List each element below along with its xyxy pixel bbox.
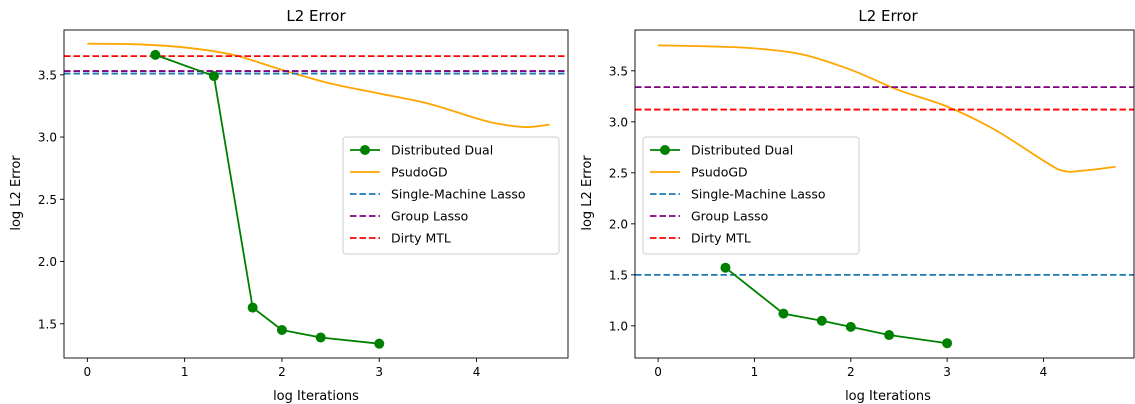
data-point	[150, 49, 161, 60]
chart-left: L2 Error log Iterations log L2 Error 0 1 2…	[9, 7, 569, 404]
series-line-psudogd	[658, 44, 1116, 173]
data-point	[208, 71, 219, 82]
legend-marker	[360, 145, 370, 155]
series-line-distributed-dual	[155, 54, 380, 345]
y-tick-label: 3.0	[609, 115, 628, 129]
x-tick-label: 2	[278, 365, 286, 379]
y-tick-label: 2.0	[38, 255, 57, 269]
x-tick-label: 4	[473, 365, 481, 379]
y-tick-label: 2.0	[609, 217, 628, 231]
plot-frame	[63, 29, 569, 359]
y-tick-label: 1.5	[38, 317, 57, 331]
x-tick-label: 2	[847, 365, 855, 379]
legend: Distributed Dual PsudoGD Single-Machine La…	[642, 136, 860, 255]
x-axis-label: log Iterations	[273, 389, 359, 404]
plot-area	[64, 42, 568, 349]
plot-area	[635, 44, 1134, 349]
y-axis-label: log L2 Error	[9, 155, 24, 231]
y-tick-label: 3.5	[609, 64, 628, 78]
chart-title: L2 Error	[286, 7, 346, 25]
legend-label: Distributed Dual	[391, 143, 493, 158]
plot-frame	[634, 29, 1135, 359]
legend-label: PsudoGD	[391, 165, 448, 180]
legend-box	[642, 136, 860, 255]
legend-label: Single-Machine Lasso	[691, 187, 826, 202]
legend-box	[342, 136, 560, 255]
y-tick-label: 1.5	[609, 268, 628, 282]
series-line-psudogd	[87, 42, 550, 128]
y-tick-label: 2.5	[38, 193, 57, 207]
data-point	[845, 321, 856, 332]
legend-marker	[660, 145, 670, 155]
legend-label: Dirty MTL	[691, 231, 751, 246]
series-line-distributed-dual	[724, 267, 948, 345]
data-point	[778, 308, 789, 319]
x-tick-label: 4	[1040, 365, 1048, 379]
y-axis-label: log L2 Error	[580, 155, 595, 231]
x-tick-label: 0	[654, 365, 662, 379]
data-point	[884, 330, 895, 341]
data-point	[315, 332, 326, 343]
y-tick-label: 3.0	[38, 131, 57, 145]
x-tick-label: 3	[375, 365, 383, 379]
x-tick-label: 1	[751, 365, 759, 379]
legend: Distributed Dual PsudoGD Single-Machine La…	[342, 136, 560, 255]
x-axis-label: log Iterations	[845, 389, 931, 404]
legend-label: Group Lasso	[691, 209, 768, 224]
x-tick-label: 0	[84, 365, 92, 379]
data-point	[276, 324, 287, 335]
data-point	[374, 338, 385, 349]
y-tick-label: 2.5	[609, 166, 628, 180]
y-tick-label: 1.0	[609, 319, 628, 333]
y-tick-label: 3.5	[38, 68, 57, 82]
data-point	[816, 315, 827, 326]
legend-label: Single-Machine Lasso	[391, 187, 526, 202]
chart-right: L2 Error log Iterations log L2 Error 0 1 2…	[580, 7, 1135, 404]
legend-label: Dirty MTL	[391, 231, 451, 246]
legend-label: Distributed Dual	[691, 143, 793, 158]
x-tick-label: 1	[181, 365, 189, 379]
data-point	[247, 302, 258, 313]
data-point	[942, 338, 953, 349]
chart-title: L2 Error	[858, 7, 918, 25]
legend-label: Group Lasso	[391, 209, 468, 224]
legend-label: PsudoGD	[691, 165, 748, 180]
x-tick-label: 3	[943, 365, 951, 379]
data-point	[720, 262, 731, 273]
